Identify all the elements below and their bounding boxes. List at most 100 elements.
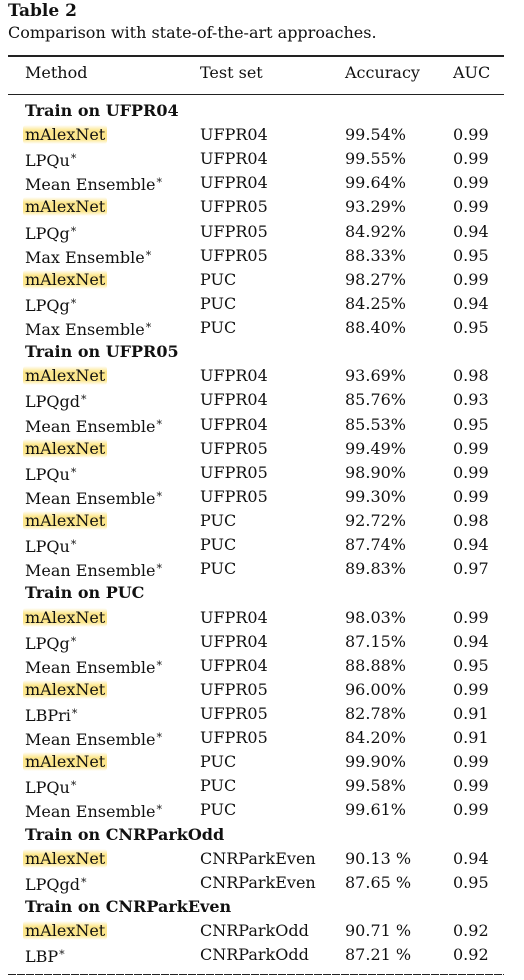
table-row: mAlexNet UFPR05 96.00% 0.99 xyxy=(0,678,524,702)
accuracy-cell: 87.74% xyxy=(345,535,407,555)
method-name: Mean Ensemble xyxy=(25,802,156,822)
asterisk-mark: * xyxy=(81,875,87,889)
method-name: mAlexNet xyxy=(23,197,108,217)
method-name: Mean Ensemble xyxy=(25,657,156,677)
table-title: Table 2 xyxy=(8,1,77,21)
accuracy-cell: 88.33% xyxy=(345,245,407,265)
auc-cell: 0.91 xyxy=(453,728,489,748)
group-header-row: Train on PUC xyxy=(0,581,524,605)
auc-cell: 0.94 xyxy=(453,848,489,868)
group-header-row: Train on CNRParkOdd xyxy=(0,823,524,847)
accuracy-cell: 87.21 % xyxy=(345,945,412,965)
table-row: mAlexNet UFPR04 98.03% 0.99 xyxy=(0,606,524,630)
method-cell: mAlexNet xyxy=(23,195,108,219)
auc-cell: 0.94 xyxy=(453,535,489,555)
test-set-cell: PUC xyxy=(200,511,237,531)
asterisk-mark: * xyxy=(71,707,78,720)
auc-cell: 0.99 xyxy=(453,269,489,289)
table-row: LPQg* PUC 84.25% 0.94 xyxy=(0,292,524,316)
asterisk-mark: * xyxy=(59,948,65,962)
test-set-cell: UFPR04 xyxy=(200,366,268,386)
table-row: Mean Ensemble* PUC 89.83% 0.97 xyxy=(0,557,524,581)
table-row: mAlexNet UFPR04 99.54% 0.99 xyxy=(0,123,524,147)
method-name: mAlexNet xyxy=(23,366,108,386)
auc-cell: 0.99 xyxy=(453,752,489,772)
method-name: Max Ensemble xyxy=(25,247,145,267)
top-rule xyxy=(8,55,504,57)
accuracy-cell: 99.61% xyxy=(345,800,407,820)
method-name: LPQg xyxy=(25,295,70,315)
method-cell: Mean Ensemble* xyxy=(25,798,162,824)
method-name: LPQgd xyxy=(25,392,80,412)
auc-cell: 0.99 xyxy=(453,125,489,145)
test-set-cell: PUC xyxy=(200,535,237,555)
asterisk-mark: * xyxy=(156,489,162,503)
asterisk-mark: * xyxy=(70,296,77,310)
method-cell: Max Ensemble* xyxy=(25,316,151,342)
test-set-cell: UFPR04 xyxy=(200,149,268,169)
asterisk-mark: * xyxy=(156,562,162,576)
auc-cell: 0.94 xyxy=(453,631,489,651)
auc-cell: 0.95 xyxy=(453,318,489,338)
accuracy-cell: 99.64% xyxy=(345,173,407,193)
test-set-cell: CNRParkOdd xyxy=(200,945,309,965)
method-cell: LPQu* xyxy=(25,533,76,559)
method-cell: LPQgd* xyxy=(25,871,87,897)
asterisk-mark: * xyxy=(70,538,77,552)
auc-cell: 0.94 xyxy=(453,221,489,241)
method-cell: LPQgd* xyxy=(25,388,87,414)
table-row: Max Ensemble* UFPR05 88.33% 0.95 xyxy=(0,244,524,268)
method-cell: mAlexNet xyxy=(23,437,108,461)
table-row: LBPri* UFPR05 82.78% 0.91 xyxy=(0,702,524,726)
table-row: mAlexNet UFPR05 99.49% 0.99 xyxy=(0,437,524,461)
table-row: mAlexNet CNRParkOdd 90.71 % 0.92 xyxy=(0,919,524,943)
table-row: LPQu* UFPR05 98.90% 0.99 xyxy=(0,461,524,485)
test-set-cell: PUC xyxy=(200,269,237,289)
method-name: Max Ensemble xyxy=(25,320,145,340)
test-set-cell: UFPR04 xyxy=(200,631,268,651)
table-row: mAlexNet PUC 98.27% 0.99 xyxy=(0,268,524,292)
method-cell: mAlexNet xyxy=(23,750,108,774)
test-set-cell: UFPR04 xyxy=(200,607,268,627)
header-method: Method xyxy=(25,63,88,82)
method-name: Mean Ensemble xyxy=(25,561,156,581)
method-name: mAlexNet xyxy=(23,921,108,941)
asterisk-mark: * xyxy=(70,634,77,648)
test-set-cell: CNRParkEven xyxy=(200,848,316,868)
method-name: LPQu xyxy=(25,537,70,557)
test-set-cell: PUC xyxy=(200,800,237,820)
test-set-cell: UFPR05 xyxy=(200,728,268,748)
table-row: mAlexNet PUC 99.90% 0.99 xyxy=(0,750,524,774)
table-row: Mean Ensemble* UFPR05 84.20% 0.91 xyxy=(0,726,524,750)
method-cell: mAlexNet xyxy=(23,678,108,702)
method-name: Mean Ensemble xyxy=(25,416,156,436)
table-row: mAlexNet PUC 92.72% 0.98 xyxy=(0,509,524,533)
auc-cell: 0.98 xyxy=(453,511,489,531)
table-description: Comparison with state-of-the-art approac… xyxy=(8,23,377,42)
auc-cell: 0.91 xyxy=(453,704,489,723)
group-header-row: Train on UFPR04 xyxy=(0,99,524,123)
method-cell: LPQg* xyxy=(25,630,76,656)
table-row: LPQgd* UFPR04 85.76% 0.93 xyxy=(0,388,524,412)
method-name: mAlexNet xyxy=(23,511,108,531)
table-row: LPQg* UFPR05 84.92% 0.94 xyxy=(0,220,524,244)
test-set-cell: UFPR05 xyxy=(200,221,268,241)
table-row: mAlexNet UFPR04 93.69% 0.98 xyxy=(0,364,524,388)
table-row: Max Ensemble* PUC 88.40% 0.95 xyxy=(0,316,524,340)
auc-cell: 0.95 xyxy=(453,414,489,434)
method-name: mAlexNet xyxy=(23,438,108,458)
test-set-cell: UFPR04 xyxy=(200,390,268,410)
header-auc: AUC xyxy=(453,63,491,82)
accuracy-cell: 99.55% xyxy=(345,149,407,169)
table-row: LPQg* UFPR04 87.15% 0.94 xyxy=(0,630,524,654)
accuracy-cell: 99.30% xyxy=(345,486,407,506)
method-name: mAlexNet xyxy=(23,269,108,289)
table-caption: Table 2 Comparison with state-of-the-art… xyxy=(8,1,377,44)
accuracy-cell: 99.58% xyxy=(345,776,407,796)
table-row: LPQu* PUC 87.74% 0.94 xyxy=(0,533,524,557)
auc-cell: 0.92 xyxy=(453,921,489,941)
accuracy-cell: 92.72% xyxy=(345,511,407,531)
accuracy-cell: 90.71 % xyxy=(345,921,412,941)
table-row: LPQgd* CNRParkEven 87.65 % 0.95 xyxy=(0,871,524,895)
method-name: LPQu xyxy=(25,464,70,484)
